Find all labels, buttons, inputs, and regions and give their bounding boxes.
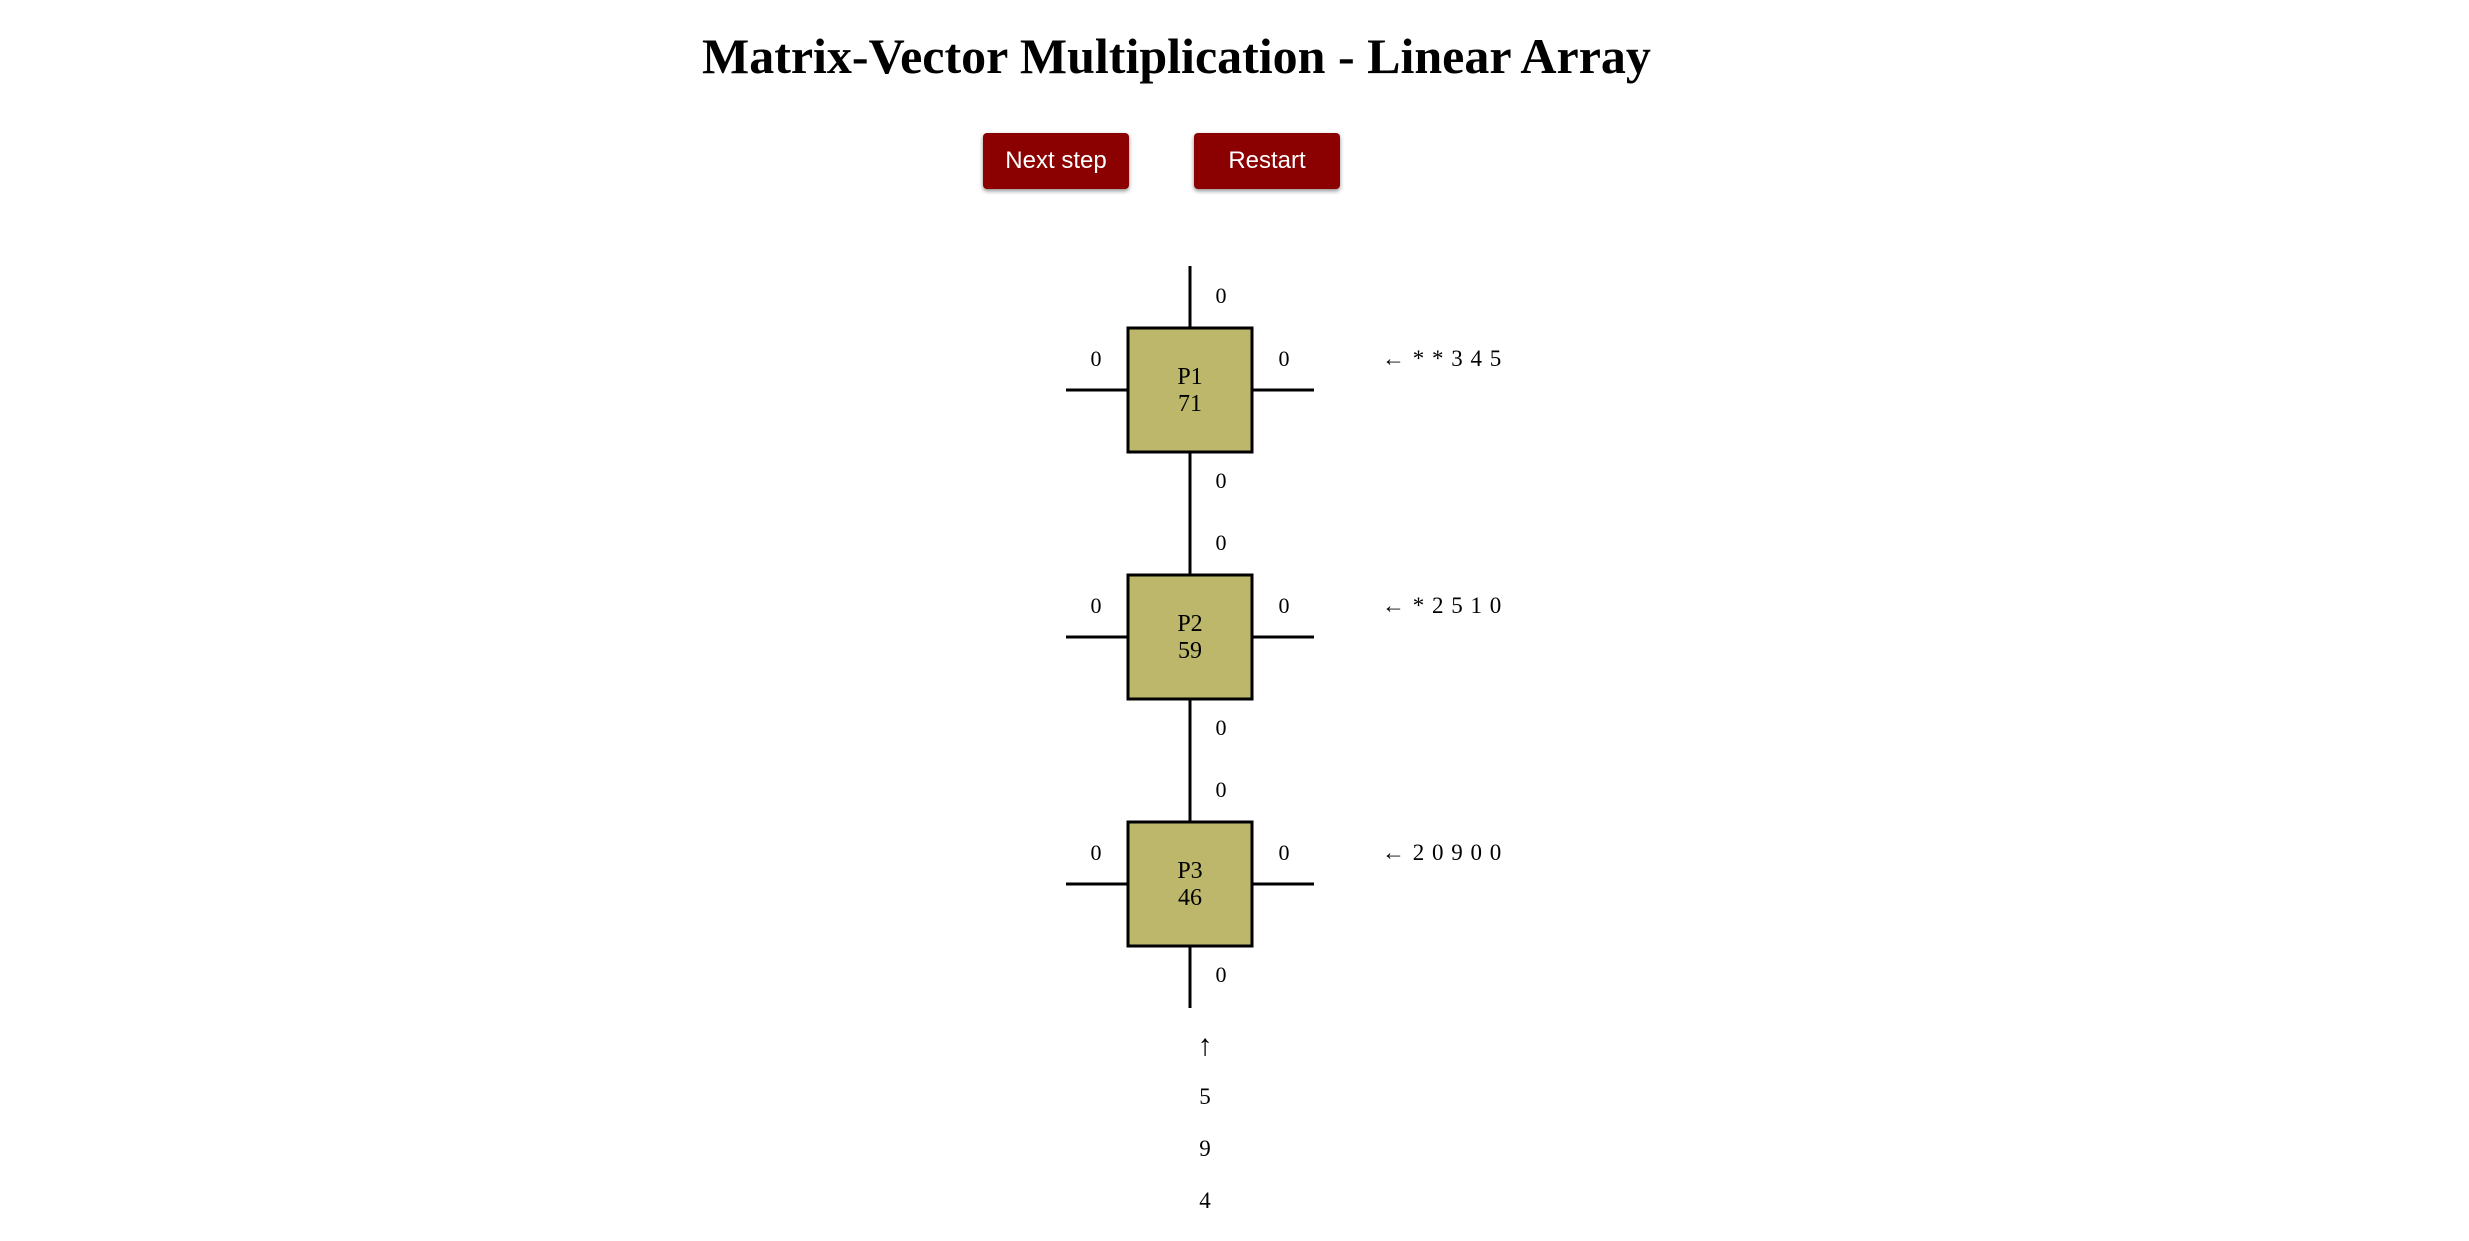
processor-value-p2: 59 <box>1178 638 1202 664</box>
processor-name-p3: P3 <box>1177 858 1202 884</box>
processor-name-p2: P2 <box>1177 611 1202 637</box>
vector-input-arrow-icon: ↑ <box>1197 1029 1213 1062</box>
processor-box-p3 <box>1126 820 1254 948</box>
left-output-value-p3: 0 <box>1091 840 1102 865</box>
top-input-value-p1: 0 <box>1216 283 1227 308</box>
bottom-output-value-p3: 0 <box>1216 962 1227 987</box>
processor-name-p1: P1 <box>1177 364 1202 390</box>
right-input-value-p1: 0 <box>1279 346 1290 371</box>
bottom-output-value-p2: 0 <box>1216 715 1227 740</box>
processor-box-p1 <box>1126 326 1254 454</box>
left-output-value-p1: 0 <box>1091 346 1102 371</box>
row-stream-p3: ← 2 0 9 0 0 <box>1382 840 1502 865</box>
top-input-value-p3: 0 <box>1216 777 1227 802</box>
right-input-value-p2: 0 <box>1279 593 1290 618</box>
restart-button[interactable]: Restart <box>1194 133 1340 189</box>
row-stream-p2: ← * 2 5 1 0 <box>1382 593 1502 618</box>
vector-input-value: 5 <box>1199 1084 1211 1109</box>
row-stream-p1: ← * * 3 4 5 <box>1382 346 1502 371</box>
left-output-value-p2: 0 <box>1091 593 1102 618</box>
vector-input-value: 4 <box>1199 1188 1211 1213</box>
vector-input-value: 9 <box>1199 1136 1211 1161</box>
processor-box-p2 <box>1126 573 1254 701</box>
next-step-button[interactable]: Next step <box>983 133 1129 189</box>
processor-value-p3: 46 <box>1178 885 1202 911</box>
top-input-value-p2: 0 <box>1216 530 1227 555</box>
processor-value-p1: 71 <box>1178 391 1202 417</box>
right-input-value-p3: 0 <box>1279 840 1290 865</box>
bottom-output-value-p1: 0 <box>1216 468 1227 493</box>
